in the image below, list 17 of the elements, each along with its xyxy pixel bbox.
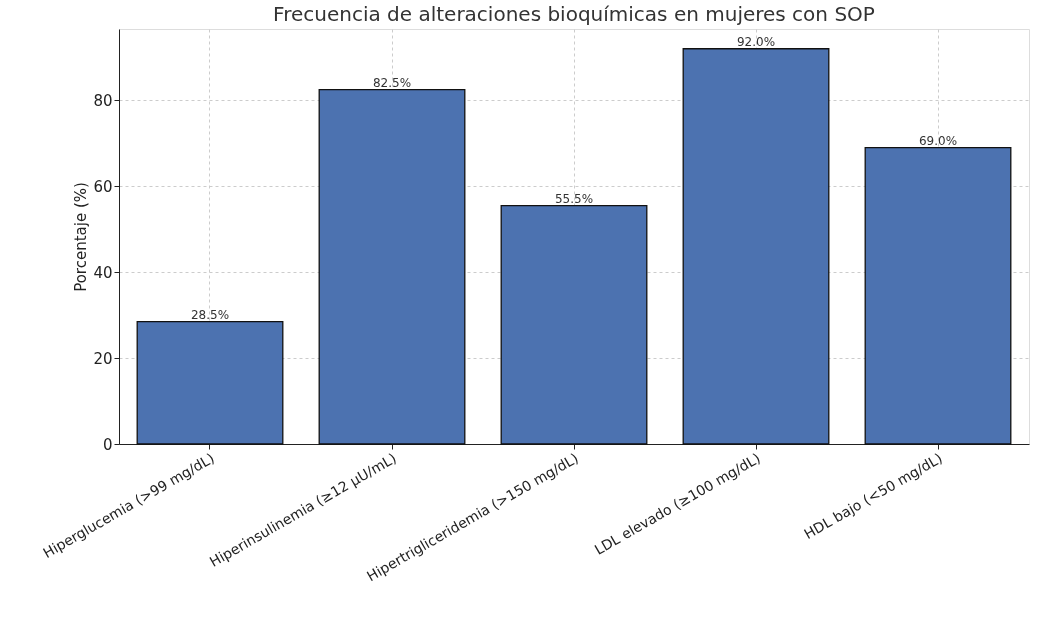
data-label: 69.0% xyxy=(918,133,958,148)
bar xyxy=(500,204,648,445)
y-tick-label: 20 xyxy=(93,349,113,368)
y-tick-label: 60 xyxy=(93,177,113,196)
chart-title: Frecuencia de alteraciones bioquímicas en mujeres con SOP xyxy=(273,2,875,26)
data-label: 55.5% xyxy=(554,191,594,206)
bar xyxy=(318,88,466,445)
y-axis-title: Porcentaje (%) xyxy=(72,182,91,292)
data-label: 82.5% xyxy=(372,75,412,90)
data-label: 28.5% xyxy=(190,307,230,322)
y-tick-label: 0 xyxy=(102,435,113,454)
bar xyxy=(136,320,284,445)
bar xyxy=(864,146,1012,445)
bar xyxy=(682,48,830,445)
data-label: 92.0% xyxy=(736,34,776,49)
y-tick-label: 80 xyxy=(93,91,113,110)
y-tick-label: 40 xyxy=(93,263,113,282)
